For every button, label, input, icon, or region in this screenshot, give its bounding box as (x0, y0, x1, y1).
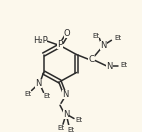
Text: Et: Et (43, 93, 50, 99)
Text: P: P (57, 40, 63, 49)
Text: Et: Et (120, 62, 127, 68)
Text: N: N (63, 110, 69, 119)
Text: Et: Et (92, 33, 99, 39)
Text: H₂P: H₂P (33, 36, 47, 45)
Text: C: C (88, 55, 95, 64)
Text: N: N (100, 41, 107, 50)
Text: Et: Et (67, 127, 75, 132)
Text: N: N (106, 62, 113, 71)
Text: N: N (35, 79, 42, 88)
Text: Et: Et (75, 117, 83, 123)
Text: N: N (62, 90, 68, 99)
Text: Et: Et (57, 125, 65, 131)
Text: Et: Et (114, 35, 121, 41)
Text: O: O (64, 29, 70, 38)
Text: Et: Et (24, 91, 31, 97)
